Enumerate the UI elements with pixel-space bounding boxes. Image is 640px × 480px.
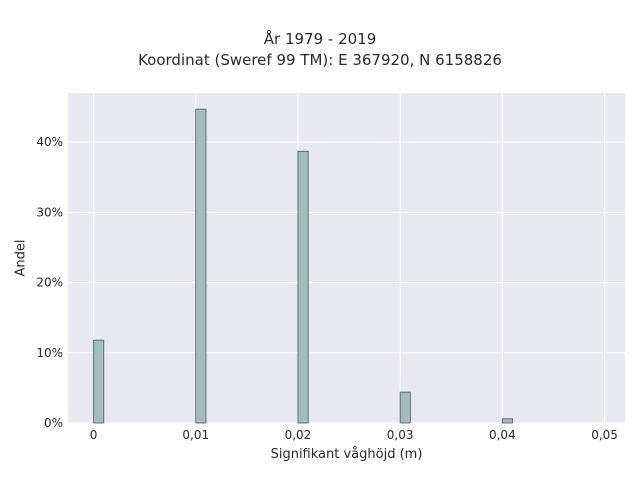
x-tick-label: 0,04 — [489, 428, 516, 442]
x-tick-label: 0,03 — [387, 428, 414, 442]
chart-title-line-1: År 1979 - 2019 — [263, 30, 377, 48]
histogram-bar-2 — [297, 150, 309, 424]
chart-title-line-2: Koordinat (Sweref 99 TM): E 367920, N 61… — [138, 51, 502, 69]
x-tick-label: 0,01 — [182, 428, 209, 442]
x-tick-label: 0 — [90, 428, 98, 442]
y-tick-label: 10% — [36, 346, 63, 360]
grid-lines — [68, 93, 625, 424]
y-tick-labels: 0% 10% 20% 30% 40% — [36, 135, 63, 430]
x-tick-label: 0,02 — [285, 428, 312, 442]
y-tick-label: 20% — [36, 276, 63, 290]
x-tick-labels: 0 0,01 0,02 0,03 0,04 0,05 — [90, 428, 618, 442]
y-tick-label: 40% — [36, 135, 63, 149]
histogram-bar-3 — [399, 391, 411, 424]
y-tick-label: 30% — [36, 205, 63, 219]
histogram-bar-4 — [501, 418, 513, 424]
histogram-bar-1 — [195, 108, 207, 424]
bars — [93, 108, 513, 424]
y-axis-label: Andel — [13, 239, 29, 277]
x-axis-label: Signifikant våghöjd (m) — [270, 447, 423, 462]
plot-area — [68, 93, 625, 423]
y-tick-label: 0% — [44, 416, 63, 430]
histogram-bar-0 — [93, 339, 105, 424]
x-tick-label: 0,05 — [591, 428, 618, 442]
